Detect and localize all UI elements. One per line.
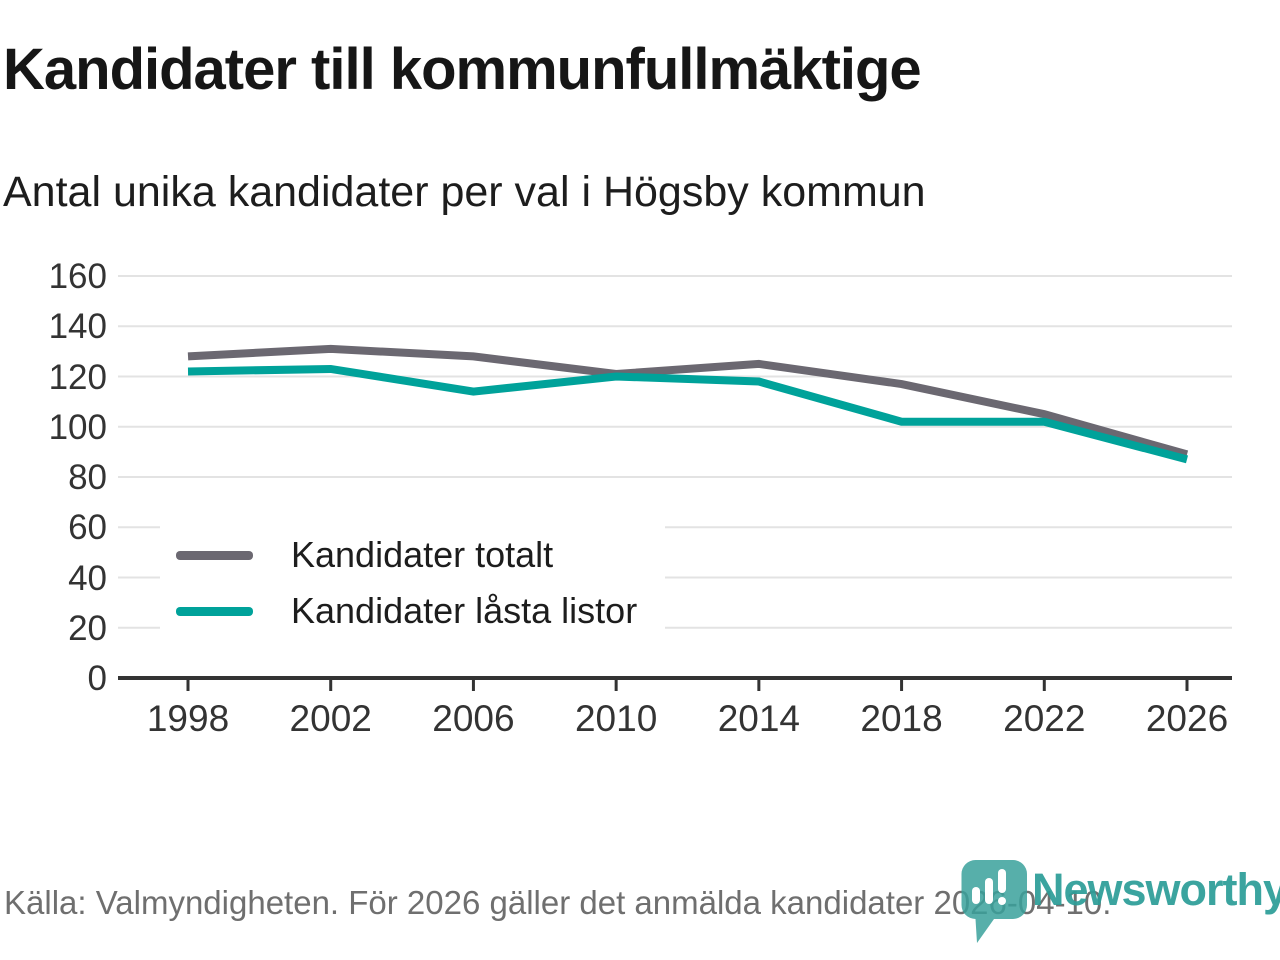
y-tick-label: 120: [48, 357, 107, 397]
x-tick-label: 2006: [432, 698, 515, 739]
chart-subtitle: Antal unika kandidater per val i Högsby …: [3, 168, 926, 216]
source-note: Källa: Valmyndigheten. För 2026 gäller d…: [4, 884, 1112, 921]
y-tick-label: 0: [87, 659, 107, 698]
newsworthy-wordmark: Newsworthy: [1032, 864, 1280, 915]
series-line-1: [187, 364, 1189, 464]
legend-item-locked-lists: Kandidater låsta listor: [176, 591, 637, 631]
y-tick-label: 140: [48, 307, 107, 347]
legend-swatch-total: [176, 550, 253, 560]
newsworthy-logo[interactable]: Newsworthy: [958, 856, 1280, 956]
x-tick-label: 2018: [860, 698, 943, 739]
y-tick-label: 160: [48, 257, 107, 296]
x-tick-label: 2022: [1003, 698, 1086, 739]
y-tick-label: 20: [68, 608, 107, 648]
legend-label-locked-lists: Kandidater låsta listor: [291, 590, 638, 631]
newsworthy-logo-icon: [961, 860, 1027, 943]
x-tick-label: 2002: [289, 698, 372, 739]
series-line-0: [187, 344, 1189, 459]
legend-swatch-locked-lists: [176, 606, 253, 616]
x-tick-label: 1998: [146, 698, 230, 739]
legend: Kandidater totalt Kandidater låsta listo…: [160, 519, 666, 649]
y-tick-label: 60: [68, 508, 107, 548]
x-tick-label: 2010: [574, 698, 658, 739]
legend-item-total: Kandidater totalt: [176, 535, 637, 575]
y-tick-label: 80: [68, 458, 107, 497]
y-tick-label: 100: [48, 407, 107, 447]
chart-title: Kandidater till kommunfullmäktige: [3, 37, 922, 102]
legend-label-total: Kandidater totalt: [291, 534, 554, 575]
x-tick-label: 2026: [1145, 698, 1229, 739]
y-tick-label: 40: [68, 558, 107, 598]
x-tick-label: 2014: [717, 698, 800, 739]
